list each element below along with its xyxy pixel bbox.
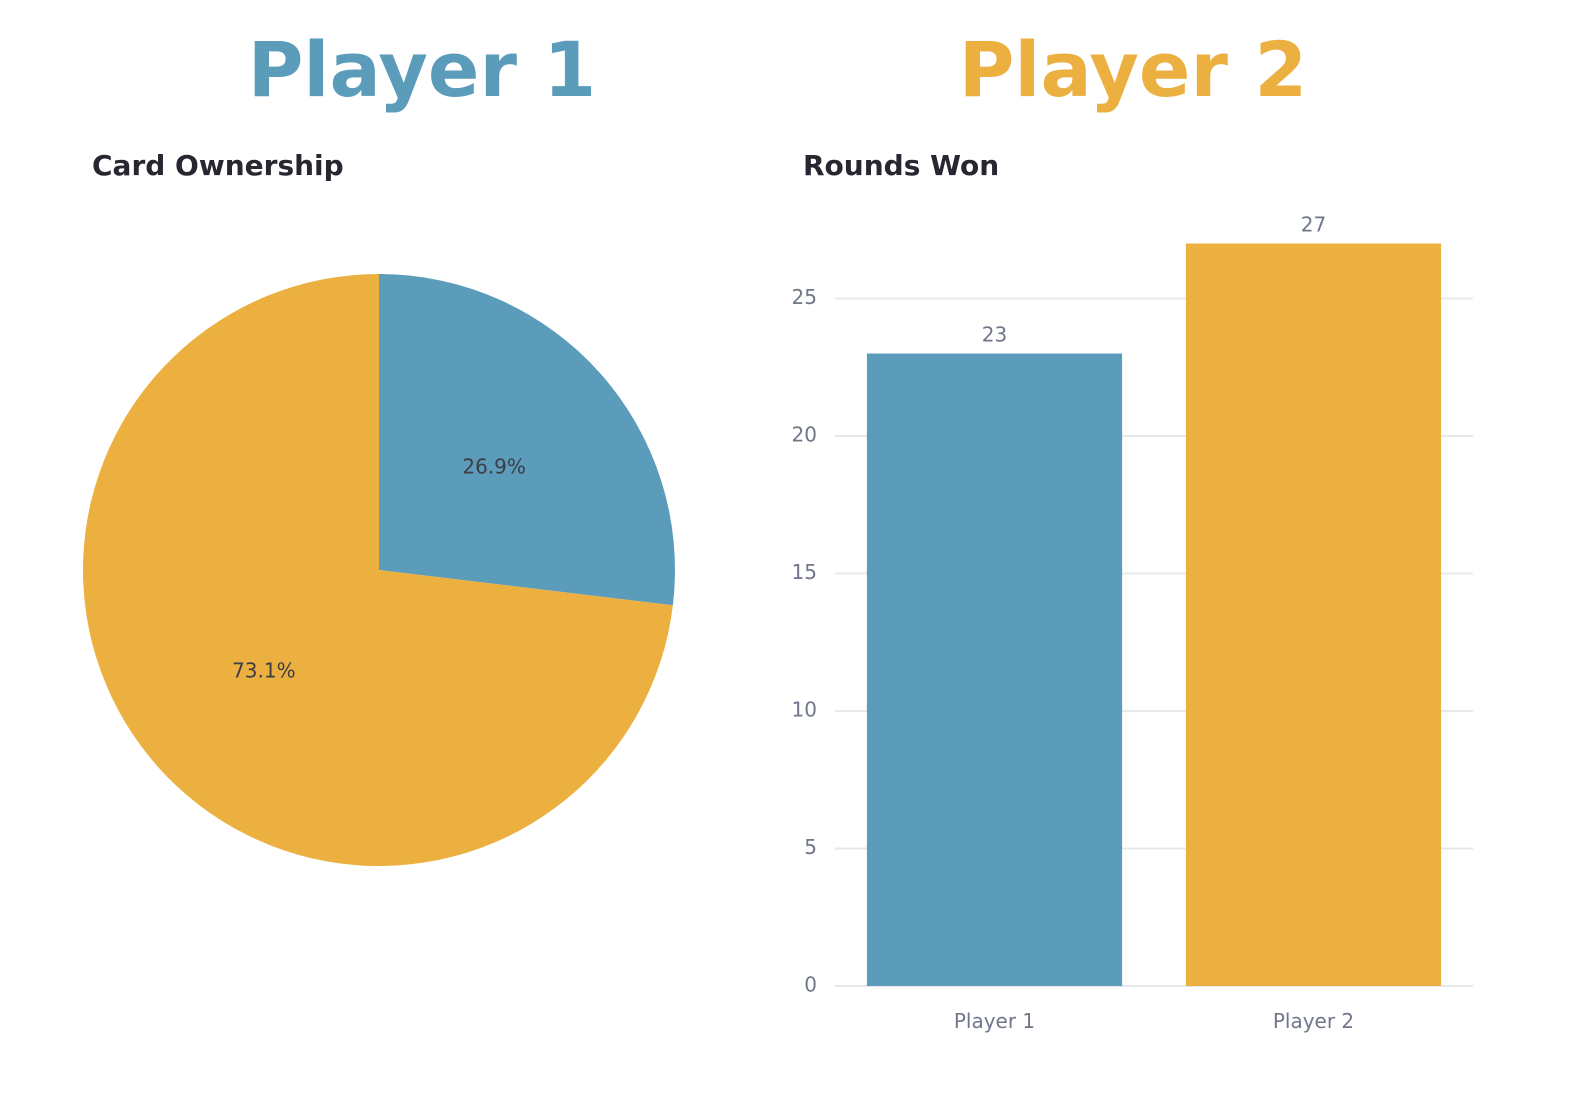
player-1-heading: Player 1	[247, 25, 597, 114]
pie-slice-player-2	[83, 274, 673, 866]
y-tick-label-15: 15	[792, 560, 817, 584]
bar-value-label-player-1: 23	[982, 323, 1007, 347]
y-tick-label-20: 20	[792, 423, 817, 447]
player-2-heading: Player 2	[958, 25, 1308, 114]
y-tick-label-5: 5	[804, 835, 817, 859]
pie-chart-title: Card Ownership	[92, 149, 344, 182]
bar-player-2	[1185, 243, 1442, 986]
y-tick-label-25: 25	[792, 285, 817, 309]
x-tick-label-player-2: Player 2	[1273, 1009, 1354, 1033]
pie-slice-player-1	[379, 274, 675, 606]
x-tick-label-player-1: Player 1	[954, 1009, 1035, 1033]
y-tick-label-0: 0	[804, 973, 817, 997]
bar-player-1	[866, 353, 1123, 986]
y-tick-label-10: 10	[792, 698, 817, 722]
pie-label-player-2: 73.1%	[232, 659, 296, 683]
card-ownership-pie-chart: 26.9% 73.1%	[83, 274, 675, 866]
bar-chart-title: Rounds Won	[803, 149, 1000, 182]
pie-label-player-1: 26.9%	[462, 454, 526, 478]
bar-value-label-player-2: 27	[1301, 213, 1326, 237]
